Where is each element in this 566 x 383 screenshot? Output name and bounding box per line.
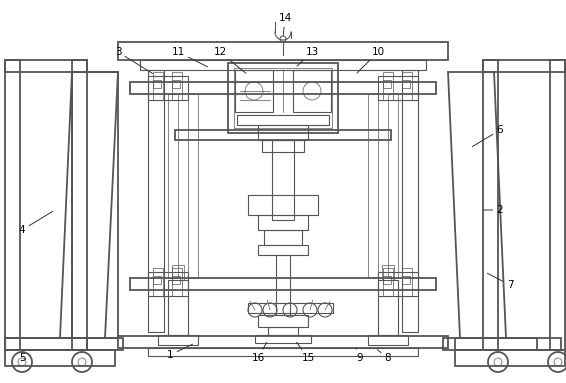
Text: 15: 15 bbox=[297, 342, 315, 363]
Bar bbox=[235, 70, 273, 112]
Bar bbox=[258, 315, 308, 327]
Bar bbox=[118, 336, 448, 348]
Text: 7: 7 bbox=[487, 273, 513, 290]
Bar bbox=[368, 94, 378, 278]
Bar bbox=[130, 82, 436, 94]
Bar bbox=[402, 70, 418, 332]
Bar bbox=[168, 94, 178, 278]
Bar bbox=[378, 76, 418, 100]
Bar bbox=[455, 350, 565, 366]
Bar bbox=[118, 42, 448, 60]
Bar bbox=[148, 272, 188, 296]
Text: 5: 5 bbox=[19, 353, 30, 363]
Bar bbox=[5, 60, 87, 72]
Bar bbox=[5, 350, 115, 366]
Text: 12: 12 bbox=[213, 47, 246, 73]
Bar bbox=[378, 272, 418, 296]
Bar bbox=[153, 80, 161, 88]
Bar bbox=[383, 80, 391, 88]
Bar bbox=[188, 94, 198, 278]
Bar bbox=[258, 125, 308, 140]
Bar bbox=[378, 280, 398, 335]
Bar bbox=[248, 303, 333, 313]
Bar bbox=[255, 335, 311, 343]
Bar bbox=[443, 338, 561, 350]
Bar bbox=[140, 60, 426, 70]
Bar bbox=[262, 140, 304, 152]
Bar bbox=[258, 215, 308, 230]
Bar bbox=[383, 72, 393, 100]
Bar bbox=[388, 94, 398, 278]
Bar bbox=[153, 268, 163, 296]
Bar bbox=[172, 276, 180, 284]
Bar bbox=[455, 338, 537, 350]
Bar bbox=[148, 348, 418, 356]
Text: 10: 10 bbox=[357, 47, 384, 73]
Bar bbox=[72, 60, 87, 350]
Text: 13: 13 bbox=[297, 47, 319, 66]
Text: 4: 4 bbox=[19, 211, 53, 235]
Bar bbox=[402, 268, 412, 296]
Bar bbox=[168, 280, 188, 335]
Bar bbox=[368, 335, 408, 345]
Bar bbox=[228, 63, 338, 133]
Text: 3: 3 bbox=[115, 47, 153, 74]
Text: 11: 11 bbox=[171, 47, 208, 67]
Text: 1: 1 bbox=[167, 344, 192, 360]
Bar bbox=[237, 115, 329, 125]
Bar bbox=[158, 335, 198, 345]
Bar bbox=[382, 265, 394, 280]
Bar bbox=[234, 68, 332, 128]
Bar bbox=[130, 278, 436, 290]
Text: 14: 14 bbox=[278, 13, 291, 35]
Bar bbox=[483, 60, 565, 72]
Bar bbox=[258, 245, 308, 255]
Bar bbox=[172, 268, 182, 296]
Bar bbox=[153, 276, 161, 284]
Text: 8: 8 bbox=[377, 350, 391, 363]
Bar bbox=[153, 72, 163, 100]
Bar bbox=[276, 255, 290, 315]
Bar bbox=[268, 327, 298, 335]
Bar bbox=[5, 338, 123, 350]
Text: 9: 9 bbox=[356, 348, 363, 363]
Text: 6: 6 bbox=[473, 125, 503, 147]
Bar bbox=[383, 268, 393, 296]
Bar bbox=[483, 60, 498, 350]
Bar bbox=[5, 60, 20, 350]
Bar bbox=[293, 70, 331, 112]
Bar bbox=[402, 276, 410, 284]
Bar bbox=[172, 72, 182, 100]
Bar bbox=[248, 195, 318, 215]
Bar bbox=[172, 265, 184, 280]
Bar bbox=[148, 70, 164, 332]
Bar bbox=[5, 338, 87, 350]
Bar bbox=[272, 140, 294, 220]
Bar bbox=[383, 276, 391, 284]
Bar bbox=[550, 60, 565, 350]
Bar bbox=[175, 130, 391, 140]
Bar bbox=[402, 80, 410, 88]
Bar bbox=[264, 230, 302, 245]
Bar bbox=[172, 80, 180, 88]
Bar bbox=[148, 76, 188, 100]
Bar bbox=[402, 72, 412, 100]
Text: 16: 16 bbox=[251, 342, 267, 363]
Text: 2: 2 bbox=[483, 205, 503, 215]
